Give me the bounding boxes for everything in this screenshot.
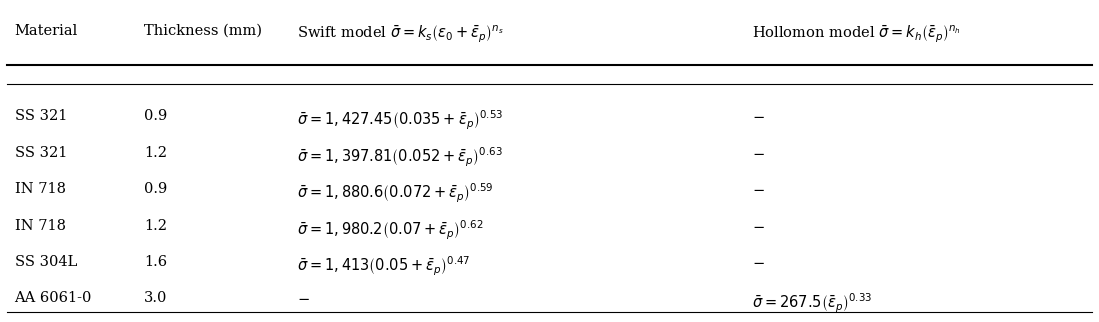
Text: Material: Material bbox=[14, 24, 78, 38]
Text: 1.2: 1.2 bbox=[144, 146, 167, 160]
Text: 1.2: 1.2 bbox=[144, 219, 167, 232]
Text: $\bar{\sigma} = 1,413\left(0.05 + \bar{\varepsilon}_p\right)^{0.47}$: $\bar{\sigma} = 1,413\left(0.05 + \bar{\… bbox=[298, 255, 471, 278]
Text: $-$: $-$ bbox=[753, 219, 765, 232]
Text: 0.9: 0.9 bbox=[144, 182, 167, 196]
Text: AA 6061-0: AA 6061-0 bbox=[14, 291, 92, 306]
Text: $-$: $-$ bbox=[753, 255, 765, 269]
Text: $\bar{\sigma} = 267.5\left(\bar{\varepsilon}_p\right)^{0.33}$: $\bar{\sigma} = 267.5\left(\bar{\varepsi… bbox=[753, 291, 873, 315]
Text: $\bar{\sigma} = 1,397.81\left(0.052 + \bar{\varepsilon}_p\right)^{0.63}$: $\bar{\sigma} = 1,397.81\left(0.052 + \b… bbox=[298, 146, 503, 169]
Text: SS 304L: SS 304L bbox=[14, 255, 77, 269]
Text: IN 718: IN 718 bbox=[14, 219, 66, 232]
Text: IN 718: IN 718 bbox=[14, 182, 66, 196]
Text: $\bar{\sigma} = 1,427.45\left(0.035 + \bar{\varepsilon}_p\right)^{0.53}$: $\bar{\sigma} = 1,427.45\left(0.035 + \b… bbox=[298, 109, 503, 132]
Text: $\bar{\sigma} = 1,880.6\left(0.072 + \bar{\varepsilon}_p\right)^{0.59}$: $\bar{\sigma} = 1,880.6\left(0.072 + \ba… bbox=[298, 182, 493, 205]
Text: Thickness (mm): Thickness (mm) bbox=[144, 24, 262, 38]
Text: $-$: $-$ bbox=[753, 146, 765, 160]
Text: $-$: $-$ bbox=[753, 182, 765, 196]
Text: 0.9: 0.9 bbox=[144, 109, 167, 123]
Text: SS 321: SS 321 bbox=[14, 146, 67, 160]
Text: Hollomon model $\bar{\sigma} = k_h\left(\bar{\varepsilon}_p\right)^{n_h}$: Hollomon model $\bar{\sigma} = k_h\left(… bbox=[753, 24, 962, 45]
Text: $-$: $-$ bbox=[298, 291, 310, 306]
Text: 3.0: 3.0 bbox=[144, 291, 167, 306]
Text: $\bar{\sigma} = 1,980.2\left(0.07 + \bar{\varepsilon}_p\right)^{0.62}$: $\bar{\sigma} = 1,980.2\left(0.07 + \bar… bbox=[298, 219, 484, 242]
Text: $-$: $-$ bbox=[753, 109, 765, 123]
Text: SS 321: SS 321 bbox=[14, 109, 67, 123]
Text: 1.6: 1.6 bbox=[144, 255, 167, 269]
Text: Swift model $\bar{\sigma} = k_s\left(\varepsilon_0 + \bar{\varepsilon}_p\right)^: Swift model $\bar{\sigma} = k_s\left(\va… bbox=[298, 24, 504, 45]
